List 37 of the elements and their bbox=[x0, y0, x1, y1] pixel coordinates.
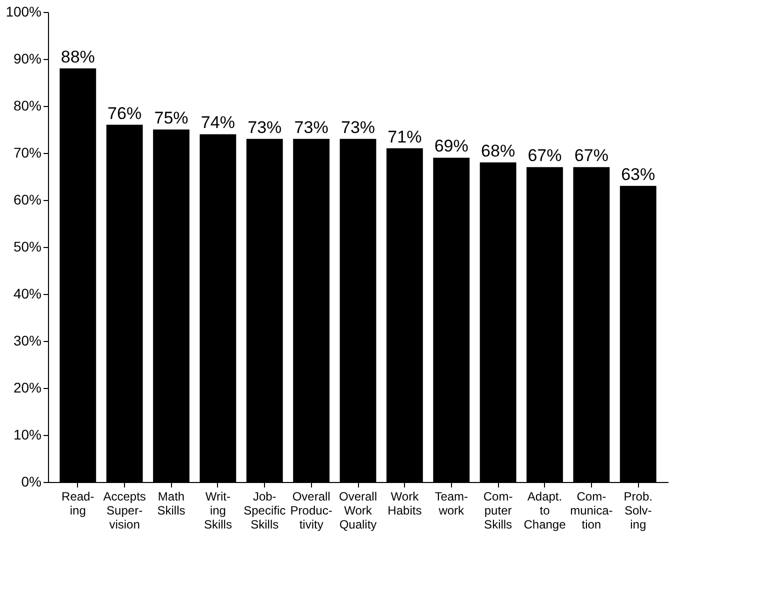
data-label: 75% bbox=[154, 108, 188, 128]
data-label: 69% bbox=[434, 136, 468, 156]
x-tick-label: Accepts Super- vision bbox=[103, 490, 146, 532]
x-tick-label: Adapt. to Change bbox=[524, 490, 566, 532]
y-tick-label: 80% bbox=[13, 98, 42, 114]
data-label: 73% bbox=[294, 118, 328, 137]
y-tick-label: 50% bbox=[13, 238, 42, 254]
data-label: 71% bbox=[388, 127, 422, 146]
x-tick-label: Work Habits bbox=[388, 490, 422, 518]
y-tick-label: 0% bbox=[21, 474, 42, 490]
x-tick-label: Writ- ing Skills bbox=[204, 490, 232, 532]
data-label: 68% bbox=[481, 141, 516, 160]
x-tick-label: Prob. Solv- ing bbox=[624, 490, 652, 532]
data-label: 67% bbox=[528, 146, 562, 166]
y-tick-label: 100% bbox=[6, 4, 42, 20]
data-label: 76% bbox=[108, 104, 142, 123]
y-tick-label: 90% bbox=[13, 50, 42, 66]
y-tick-label: 60% bbox=[13, 192, 42, 208]
data-label: 73% bbox=[340, 118, 376, 137]
x-tick-label: Read- ing bbox=[62, 490, 94, 518]
y-tick-label: 30% bbox=[13, 332, 42, 348]
data-label: 73% bbox=[248, 118, 282, 137]
data-label: 88% bbox=[60, 47, 95, 66]
x-tick-label: Math Skills bbox=[157, 490, 186, 518]
x-tick-label: Team- work bbox=[434, 490, 468, 518]
x-tick-label: Overall Work Quality bbox=[338, 490, 378, 532]
x-tick-label: Com- munica- tion bbox=[570, 490, 613, 532]
y-tick-label: 10% bbox=[13, 426, 42, 442]
y-tick-label: 20% bbox=[13, 380, 42, 396]
x-tick-label: Com- puter Skills bbox=[483, 490, 513, 532]
data-label: 67% bbox=[574, 146, 608, 166]
x-tick-label: Overall Produc- tivity bbox=[290, 490, 332, 532]
data-label: 74% bbox=[200, 113, 235, 132]
y-tick-label: 70% bbox=[13, 144, 42, 160]
y-tick-label: 40% bbox=[13, 286, 42, 302]
data-label: 63% bbox=[621, 164, 656, 184]
x-tick-label: Job- Specific Skills bbox=[244, 490, 286, 532]
